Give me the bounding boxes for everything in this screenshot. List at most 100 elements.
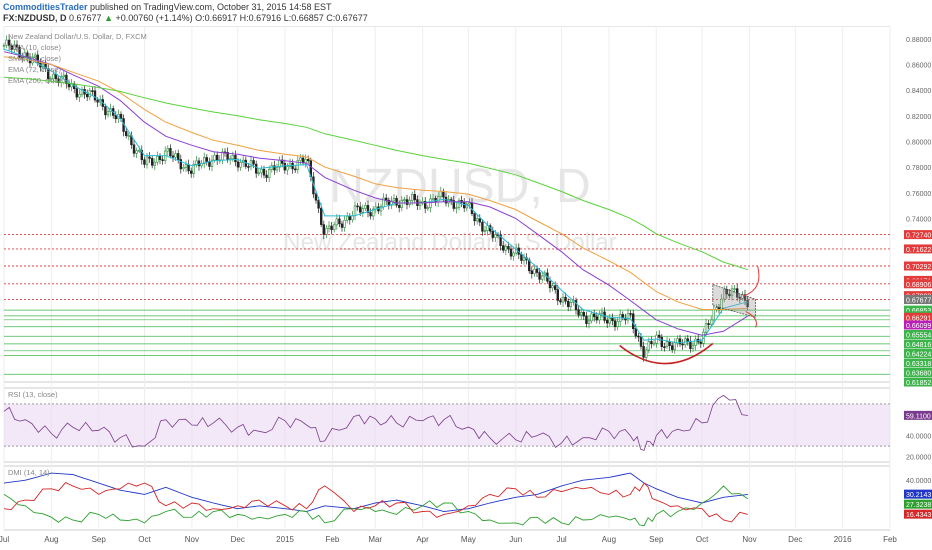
candle-body	[397, 204, 401, 208]
candle-body	[273, 165, 276, 171]
price-tag	[904, 244, 932, 254]
candle-body	[8, 39, 11, 47]
rsi-line	[3, 394, 748, 451]
x-tick-label: Nov	[185, 535, 199, 544]
candle-body	[403, 199, 406, 201]
candle-body	[457, 200, 461, 208]
candle-body	[127, 135, 131, 137]
moving-average-line	[3, 48, 749, 344]
legend-entry: EMA (10, close)	[8, 43, 61, 52]
candle-body	[465, 203, 468, 209]
legend-entry: EMA (72, close)	[8, 65, 61, 74]
candle-body	[135, 150, 138, 154]
falling-wedge	[712, 284, 756, 318]
candle-body	[483, 230, 487, 232]
chart-canvas[interactable]: Jul Aug Sep Oct Nov Dec 2015 Feb Mar Apr May Jun Jul…	[0, 26, 932, 550]
price-tag	[904, 377, 932, 387]
candle-body	[5, 39, 8, 46]
candle-body	[728, 293, 731, 297]
price-tag-label: 0.65554	[906, 333, 931, 340]
breakout-arrow	[743, 265, 760, 297]
rsi-current-tag	[904, 410, 932, 420]
candle-body	[78, 93, 81, 98]
candle-body	[335, 218, 338, 226]
candle-body	[707, 323, 710, 325]
candle-body	[210, 159, 214, 167]
candle-body	[203, 157, 206, 164]
candle-body	[143, 159, 146, 165]
candle-body	[114, 115, 118, 120]
candle-body	[533, 268, 536, 275]
price-tag-label: 0.68906	[906, 282, 931, 289]
candle-body	[598, 313, 601, 321]
candle-body	[265, 174, 268, 178]
candle-body	[637, 335, 640, 338]
candle-body	[551, 285, 554, 289]
candle-body	[616, 321, 619, 327]
price-tag-label: 0.64816	[906, 342, 931, 349]
publisher-brand[interactable]: CommoditiesTrader	[3, 2, 88, 12]
symbol-label: FX:NZDUSD, D	[3, 13, 67, 23]
price-tag	[904, 230, 932, 240]
candle-body	[231, 155, 234, 160]
candle-body	[65, 74, 68, 85]
candle-body	[286, 166, 289, 171]
candle-body	[400, 200, 403, 208]
price-tag	[904, 261, 932, 271]
candle-body	[57, 78, 60, 84]
candle-body	[686, 338, 690, 342]
candle-body	[452, 200, 455, 209]
symbol-line: FX:NZDUSD, D 0.67677 ▲ +0.00760 (+1.14%)…	[3, 13, 368, 23]
candle-body	[275, 166, 279, 171]
moving-average-line	[3, 56, 748, 310]
x-tick-label: Oct	[138, 535, 151, 544]
candle-body	[644, 349, 648, 358]
candle-body	[548, 280, 552, 289]
candle-body	[236, 161, 240, 168]
price-tick-label: 0.78000	[906, 165, 931, 172]
rsi-current-value: 59.1100	[906, 413, 931, 420]
rsi-tick-label: 40.0000	[906, 434, 931, 441]
candle-body	[151, 158, 154, 166]
candle-body	[319, 207, 323, 225]
candle-body	[52, 73, 55, 80]
candle-body	[481, 221, 484, 232]
candle-body	[717, 307, 721, 310]
candle-body	[171, 155, 175, 158]
price-tag-label: 0.66099	[906, 323, 931, 330]
candle-body	[358, 206, 362, 213]
candle-body	[590, 313, 593, 322]
candle-body	[436, 196, 440, 203]
candle-body	[577, 309, 580, 316]
candle-body	[304, 159, 307, 163]
watermark-name: New Zealand Dollar/U.S. Dollar	[283, 229, 616, 256]
candle-body	[426, 207, 429, 210]
candle-body	[195, 160, 198, 165]
candle-body	[579, 312, 583, 316]
candle-body	[283, 163, 286, 171]
candle-body	[249, 160, 253, 167]
candle-body	[733, 288, 736, 290]
x-tick-label: Mar	[368, 535, 382, 544]
candle-body	[676, 338, 679, 344]
candle-body	[442, 190, 445, 198]
price-tag	[904, 358, 932, 368]
candle-body	[80, 89, 84, 95]
candle-body	[345, 215, 349, 221]
dmi-tick-label: 16.4343	[906, 512, 931, 519]
candle-body	[392, 198, 396, 202]
candle-body	[709, 319, 713, 325]
candle-body	[491, 230, 494, 238]
candle-body	[293, 168, 297, 171]
price-tag-label: 0.72740	[906, 233, 931, 240]
candle-body	[509, 248, 513, 257]
price-tag	[904, 368, 932, 377]
dmi-value-tag	[904, 499, 932, 509]
candle-body	[501, 245, 505, 251]
candle-body	[166, 148, 169, 152]
candle-body	[704, 323, 708, 333]
x-tick-label: Dec	[231, 535, 245, 544]
candle-body	[306, 159, 310, 162]
candle-body	[587, 320, 591, 324]
candle-body	[447, 199, 450, 204]
